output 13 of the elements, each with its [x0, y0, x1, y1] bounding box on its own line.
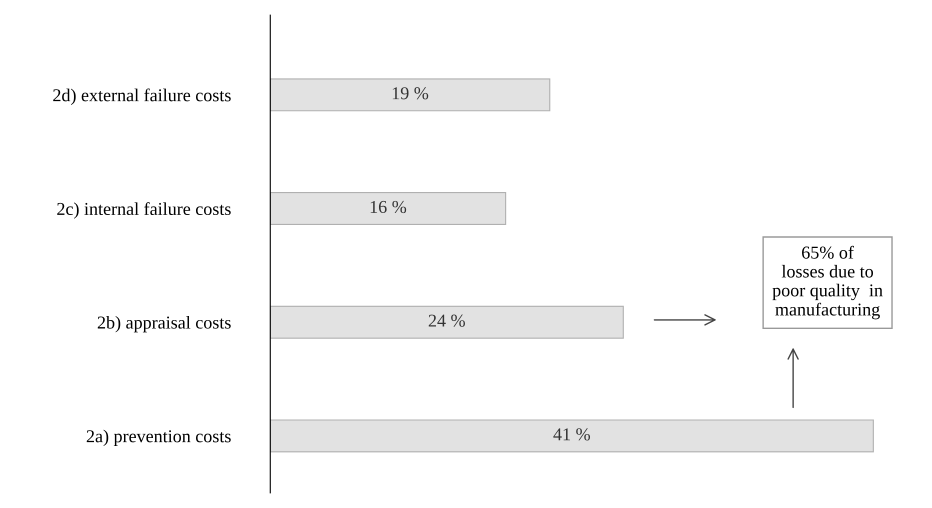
- data-label: 16 %: [370, 200, 406, 214]
- data-label: 24 %: [428, 314, 465, 327]
- data-label: 41 %: [553, 428, 590, 440]
- bar: [270, 419, 874, 452]
- bar: [270, 306, 624, 339]
- y-tick-label: 2b) appraisal costs: [98, 316, 231, 332]
- annotation: 65% of losses due to poor quality in manufacturing: [772, 246, 883, 320]
- y-tick-label: 2c) internal failure costs: [57, 202, 231, 219]
- bar: [270, 78, 550, 112]
- bar: [270, 192, 506, 225]
- y-tick-label: 2a) prevention costs: [86, 430, 231, 446]
- y-tick-label: 2d) external failure costs: [53, 88, 231, 106]
- data-label: 19 %: [392, 87, 428, 100]
